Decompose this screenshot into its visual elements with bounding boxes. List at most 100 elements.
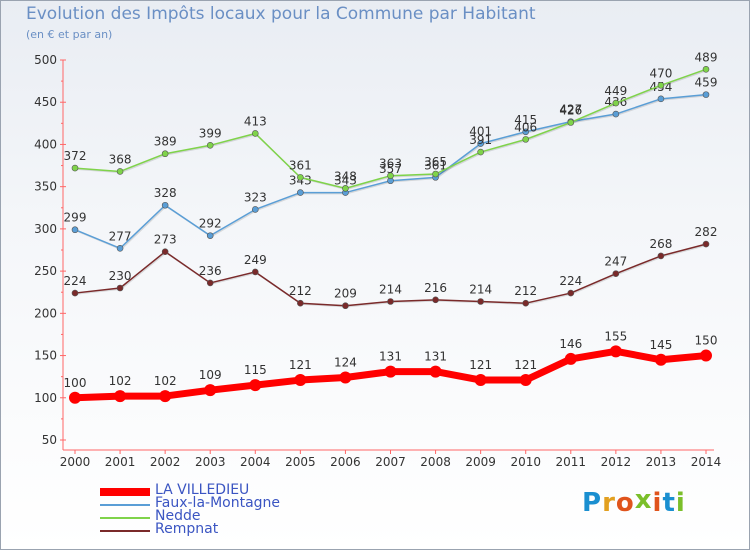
data-point <box>116 245 124 252</box>
data-point <box>387 298 394 305</box>
data-label: 449 <box>604 84 627 98</box>
data-label: 121 <box>469 358 492 372</box>
data-point <box>477 148 484 156</box>
data-label: 282 <box>695 225 718 239</box>
data-label: 209 <box>334 287 357 301</box>
data-label: 389 <box>154 135 177 149</box>
data-label: 361 <box>289 158 312 172</box>
y-tick-label: 350 <box>34 180 57 194</box>
data-label: 131 <box>424 350 447 364</box>
data-point <box>702 91 710 98</box>
data-label: 212 <box>514 284 537 298</box>
data-point <box>477 140 484 147</box>
data-point <box>477 298 484 305</box>
data-point <box>384 365 397 378</box>
data-label: 249 <box>244 253 267 267</box>
data-point <box>114 390 127 403</box>
x-tick-label: 2001 <box>105 455 136 469</box>
data-point <box>342 302 349 310</box>
data-point <box>249 379 262 392</box>
data-point <box>432 170 439 178</box>
data-label: 391 <box>469 133 492 147</box>
legend-item: Nedde <box>100 508 340 525</box>
data-point <box>69 391 81 404</box>
data-label: 247 <box>604 255 627 269</box>
data-label: 357 <box>379 162 402 176</box>
y-tick-label: 300 <box>34 222 57 236</box>
data-label: 372 <box>64 149 87 163</box>
data-point <box>71 164 79 172</box>
data-point <box>612 110 620 118</box>
data-label: 150 <box>695 334 718 348</box>
data-point <box>567 119 575 126</box>
data-label: 145 <box>649 338 672 352</box>
data-point <box>657 82 665 89</box>
data-label: 470 <box>649 66 672 80</box>
data-point <box>474 374 487 387</box>
data-point <box>387 172 394 179</box>
data-point <box>294 374 307 387</box>
data-point <box>519 374 532 387</box>
data-label: 348 <box>334 169 357 183</box>
data-point <box>567 289 575 297</box>
data-label: 427 <box>559 103 582 117</box>
y-tick-label: 500 <box>34 53 57 67</box>
x-tick-label: 2006 <box>330 455 361 469</box>
y-tick-label: 250 <box>34 264 57 278</box>
data-label: 343 <box>334 174 357 188</box>
legend-item: LA VILLEDIEU <box>100 482 340 499</box>
y-tick-label: 150 <box>34 349 57 363</box>
data-label: 236 <box>199 264 222 278</box>
legend-label: Rempnat <box>155 521 219 537</box>
data-label: 268 <box>649 237 672 251</box>
data-label: 121 <box>514 358 537 372</box>
data-point <box>206 232 214 239</box>
x-tick-label: 2003 <box>195 455 226 469</box>
y-tick-label: 50 <box>42 433 57 447</box>
data-point <box>522 299 530 307</box>
data-point <box>564 352 577 365</box>
data-point <box>297 174 304 181</box>
data-label: 406 <box>514 120 537 134</box>
data-label: 100 <box>64 376 87 390</box>
data-label: 368 <box>109 152 132 166</box>
data-point <box>159 390 172 403</box>
data-point <box>339 371 352 384</box>
legend-item: Rempnat <box>100 521 340 538</box>
x-tick-label: 2002 <box>150 455 181 469</box>
y-tick-label: 100 <box>34 391 57 405</box>
legend-swatch <box>100 504 150 506</box>
data-point <box>116 284 124 292</box>
data-point <box>522 136 530 143</box>
data-point <box>297 299 304 307</box>
data-label: 399 <box>199 126 222 140</box>
data-point <box>522 128 530 136</box>
data-label: 214 <box>469 283 492 297</box>
y-tick-label: 400 <box>34 137 57 151</box>
data-label: 224 <box>559 274 582 288</box>
x-tick-label: 2013 <box>646 455 677 469</box>
data-label: 131 <box>379 350 402 364</box>
data-label: 102 <box>154 374 177 388</box>
data-label: 155 <box>604 329 627 343</box>
x-tick-label: 2004 <box>240 455 271 469</box>
legend-swatch <box>100 488 150 496</box>
data-label: 273 <box>154 233 177 247</box>
data-label: 361 <box>424 158 447 172</box>
data-label: 216 <box>424 281 447 295</box>
legend-swatch <box>100 530 150 532</box>
legend-label: LA VILLEDIEU <box>155 482 250 498</box>
data-label: 363 <box>379 157 402 171</box>
data-label: 365 <box>424 155 447 169</box>
data-label: 323 <box>244 190 267 204</box>
data-label: 299 <box>64 211 87 225</box>
data-point <box>71 226 79 234</box>
data-point <box>297 189 304 196</box>
data-point <box>609 345 622 358</box>
data-label: 426 <box>559 103 582 117</box>
data-point <box>161 248 169 255</box>
data-label: 413 <box>244 114 267 128</box>
legend-label: Nedde <box>155 508 201 524</box>
y-tick-label: 450 <box>34 95 57 109</box>
x-tick-label: 2012 <box>601 455 632 469</box>
